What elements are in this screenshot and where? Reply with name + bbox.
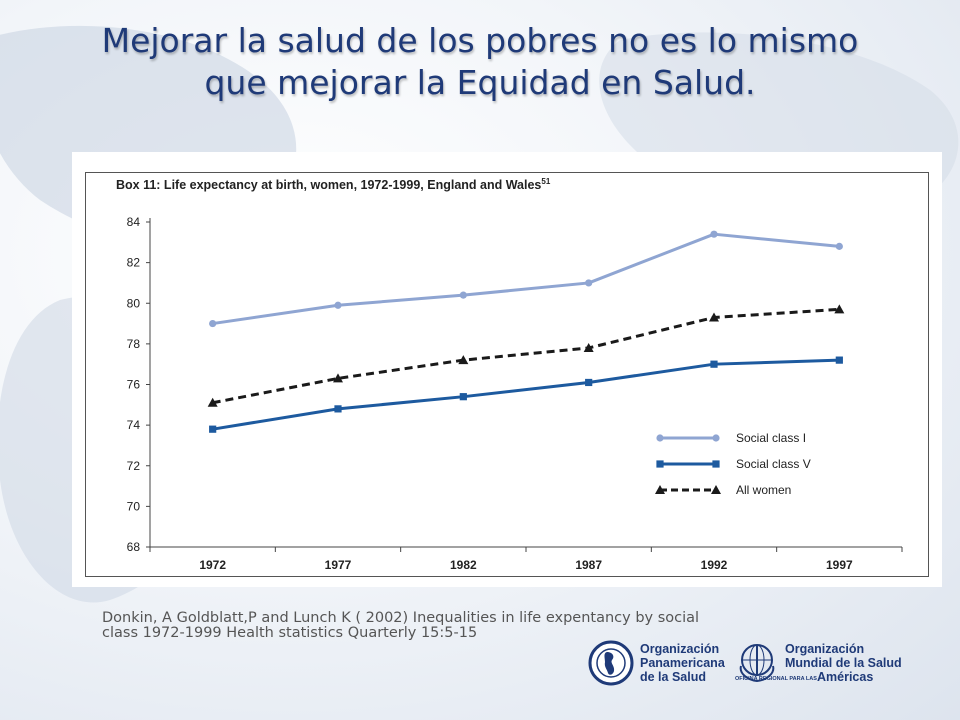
y-tick-label: 84 bbox=[127, 215, 141, 229]
y-tick-label: 70 bbox=[127, 499, 141, 513]
who-logo: Organización Mundial de la Salud OFICINA… bbox=[735, 640, 905, 688]
x-tick-label: 1982 bbox=[450, 558, 477, 572]
paho-name-line1: Organización bbox=[640, 642, 720, 656]
legend-marker bbox=[656, 434, 664, 442]
data-point bbox=[458, 355, 469, 365]
y-tick-label: 72 bbox=[127, 459, 141, 473]
slide-title-line1: Mejorar la salud de los pobres no es lo … bbox=[101, 21, 859, 60]
who-name-line2: Mundial de la Salud bbox=[785, 656, 902, 670]
who-name-line1: Organización bbox=[785, 642, 865, 656]
who-region: Américas bbox=[817, 670, 874, 684]
data-point bbox=[334, 301, 342, 309]
paho-emblem-icon bbox=[588, 640, 634, 686]
series-line-3 bbox=[212, 307, 840, 405]
data-point bbox=[710, 230, 718, 238]
legend-label-1: Social class I bbox=[736, 431, 806, 445]
paho-name-line2: Panamericana bbox=[640, 656, 725, 670]
citation: Donkin, A Goldblatt,P and Lunch K ( 2002… bbox=[102, 611, 862, 641]
chart-title-text: Box 11: Life expectancy at birth, women,… bbox=[116, 178, 542, 193]
x-tick-label: 1997 bbox=[826, 558, 853, 572]
x-tick-label: 1977 bbox=[325, 558, 352, 572]
data-point bbox=[209, 319, 217, 328]
y-tick-label: 78 bbox=[127, 337, 141, 351]
y-tick-label: 74 bbox=[127, 418, 141, 432]
data-point bbox=[585, 378, 593, 387]
data-point bbox=[207, 397, 218, 407]
series-line-2 bbox=[212, 358, 840, 431]
who-regional-office: OFICINA REGIONAL PARA LAS bbox=[735, 676, 817, 682]
citation-line2: class 1972-1999 Health statistics Quarte… bbox=[102, 625, 478, 641]
legend-marker bbox=[656, 460, 664, 468]
data-point bbox=[834, 304, 845, 314]
legend-label-2: Social class V bbox=[736, 457, 811, 471]
chart-title-footnote: 51 bbox=[541, 177, 551, 186]
y-tick-label: 68 bbox=[127, 540, 141, 554]
chart-frame: Box 11: Life expectancy at birth, women,… bbox=[85, 172, 929, 577]
data-point bbox=[709, 312, 719, 322]
y-tick-label: 82 bbox=[127, 256, 141, 270]
who-name: Organización Mundial de la Salud bbox=[785, 642, 902, 670]
data-point bbox=[835, 356, 843, 364]
who-emblem-icon bbox=[739, 644, 775, 683]
slide-title-line2: que mejorar la Equidad en Salud. bbox=[204, 63, 756, 102]
data-point bbox=[835, 242, 843, 250]
data-point bbox=[333, 373, 343, 383]
y-tick-label: 80 bbox=[127, 296, 141, 310]
data-point bbox=[209, 425, 217, 433]
data-point bbox=[459, 291, 467, 299]
legend-label-3: All women bbox=[736, 483, 791, 497]
paho-name: Organización Panamericana de la Salud bbox=[640, 642, 725, 684]
x-tick-label: 1987 bbox=[575, 558, 602, 572]
paho-name-line3: de la Salud bbox=[640, 670, 706, 684]
legend-marker bbox=[712, 460, 720, 468]
series-line-1 bbox=[212, 232, 840, 326]
citation-line1: Donkin, A Goldblatt,P and Lunch K ( 2002… bbox=[102, 610, 700, 626]
legend-marker bbox=[712, 434, 720, 442]
data-point bbox=[334, 405, 342, 413]
data-point bbox=[459, 393, 467, 401]
legend-marker bbox=[711, 485, 721, 494]
data-point bbox=[710, 360, 718, 368]
x-tick-label: 1972 bbox=[199, 558, 226, 572]
legend-marker bbox=[655, 485, 665, 494]
data-point bbox=[583, 342, 594, 352]
life-expectancy-chart: 68 70 72 74 76 78 80 82 84 1972 1977 1982 1987 1992 19… bbox=[127, 215, 903, 572]
y-tick-label: 76 bbox=[127, 378, 141, 392]
slide-title: Mejorar la salud de los pobres no es lo … bbox=[40, 20, 920, 104]
paho-logo: Organización Panamericana de la Salud bbox=[588, 640, 728, 688]
x-tick-label: 1992 bbox=[701, 558, 728, 572]
chart-panel: Box 11: Life expectancy at birth, women,… bbox=[72, 152, 942, 587]
data-point bbox=[585, 279, 593, 287]
chart-title: Box 11: Life expectancy at birth, women,… bbox=[116, 177, 550, 192]
